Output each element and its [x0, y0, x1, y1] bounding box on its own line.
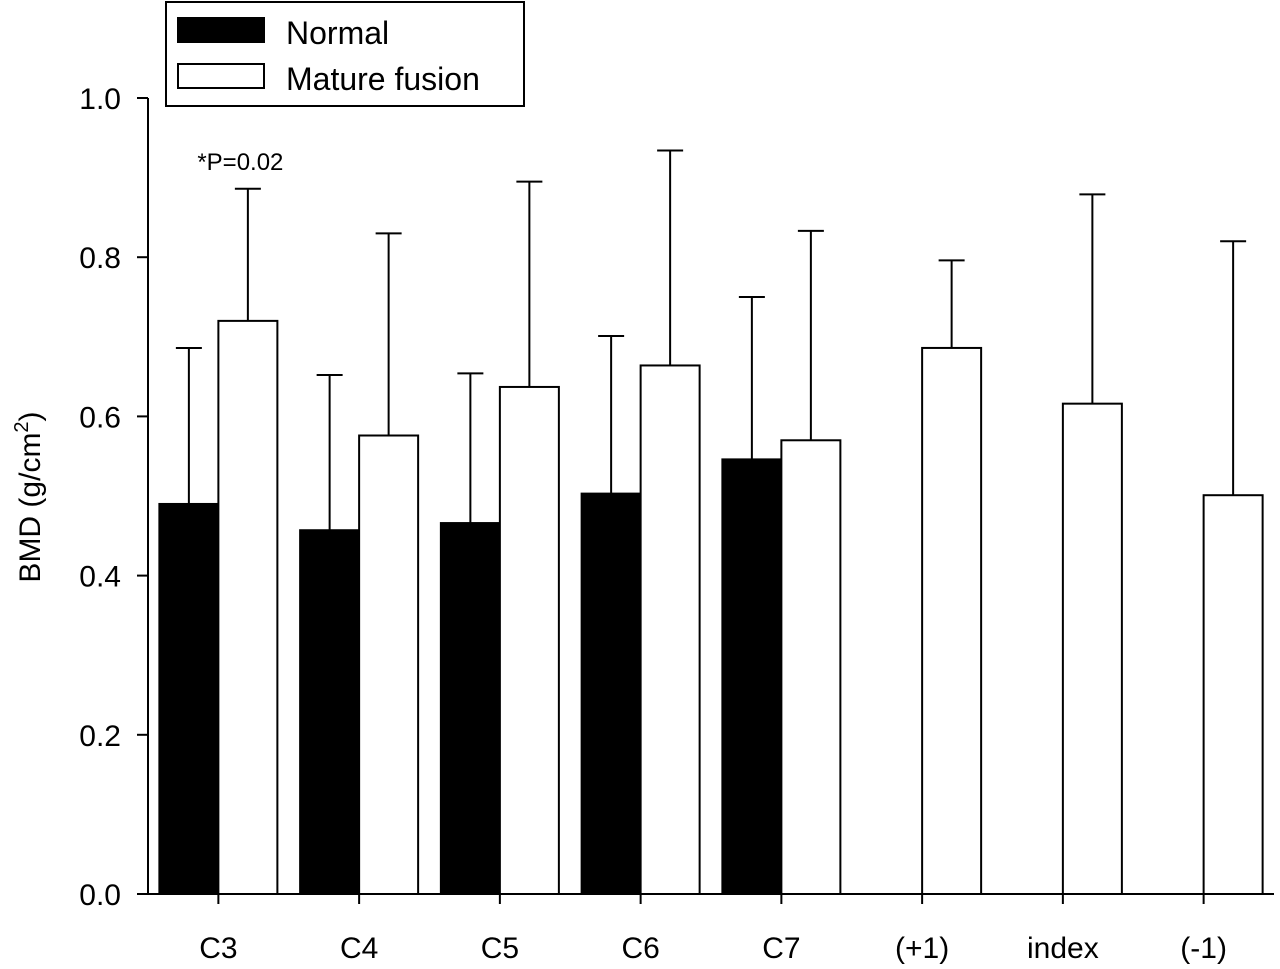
y-axis-label-main: BMD (g/cm	[14, 433, 47, 583]
bar-normal-c5	[439, 522, 501, 896]
y-tick-label: 0.0	[79, 879, 121, 912]
y-axis-label-superscript: 2	[11, 421, 33, 432]
legend-swatch-mature-fusion	[177, 63, 265, 89]
legend: Normal Mature fusion	[165, 1, 525, 107]
x-tick-label: C6	[621, 932, 659, 965]
bar-mature-fusion-c7	[780, 439, 842, 895]
x-tick-label: C3	[199, 932, 237, 965]
y-tick-label: 0.8	[79, 242, 121, 275]
x-tick-label: C5	[481, 932, 519, 965]
x-tick-label: (+1)	[895, 932, 949, 965]
bar-normal-c6	[580, 492, 642, 895]
bar-mature-fusion-index	[1061, 402, 1123, 895]
legend-label-normal: Normal	[286, 15, 389, 51]
bar-mature-fusion-c5	[498, 385, 560, 895]
bar-mature-fusion-c3	[217, 319, 279, 895]
bar-normal-c4	[299, 529, 361, 896]
y-axis-label-suffix: )	[14, 411, 47, 421]
y-axis-label: BMD (g/cm2)	[11, 411, 47, 582]
x-tick-label: (-1)	[1180, 932, 1227, 965]
y-tick-label: 1.0	[79, 83, 121, 116]
bar-mature-fusion-c4	[358, 434, 420, 895]
bar-mature-fusion-1	[921, 346, 983, 896]
significance-annotation: *P=0.02	[197, 149, 283, 176]
y-tick-label: 0.6	[79, 401, 121, 434]
y-tick-label: 0.2	[79, 720, 121, 753]
legend-swatch-normal	[177, 17, 265, 43]
bar-normal-c7	[721, 458, 783, 895]
bar-mature-fusion-1	[1202, 494, 1264, 895]
x-tick-label: index	[1027, 932, 1099, 965]
plot-marks: C3 C4 C5 C6 C7 (+1) index (-1) 0.0 0.2 0.4 0.6 0.8 1.…	[79, 83, 1274, 965]
legend-label-mature-fusion: Mature fusion	[286, 61, 480, 97]
bar-mature-fusion-c6	[639, 364, 701, 895]
bar-normal-c3	[158, 502, 220, 895]
x-tick-label: C7	[762, 932, 800, 965]
x-tick-label: C4	[340, 932, 378, 965]
y-tick-label: 0.4	[79, 561, 121, 594]
